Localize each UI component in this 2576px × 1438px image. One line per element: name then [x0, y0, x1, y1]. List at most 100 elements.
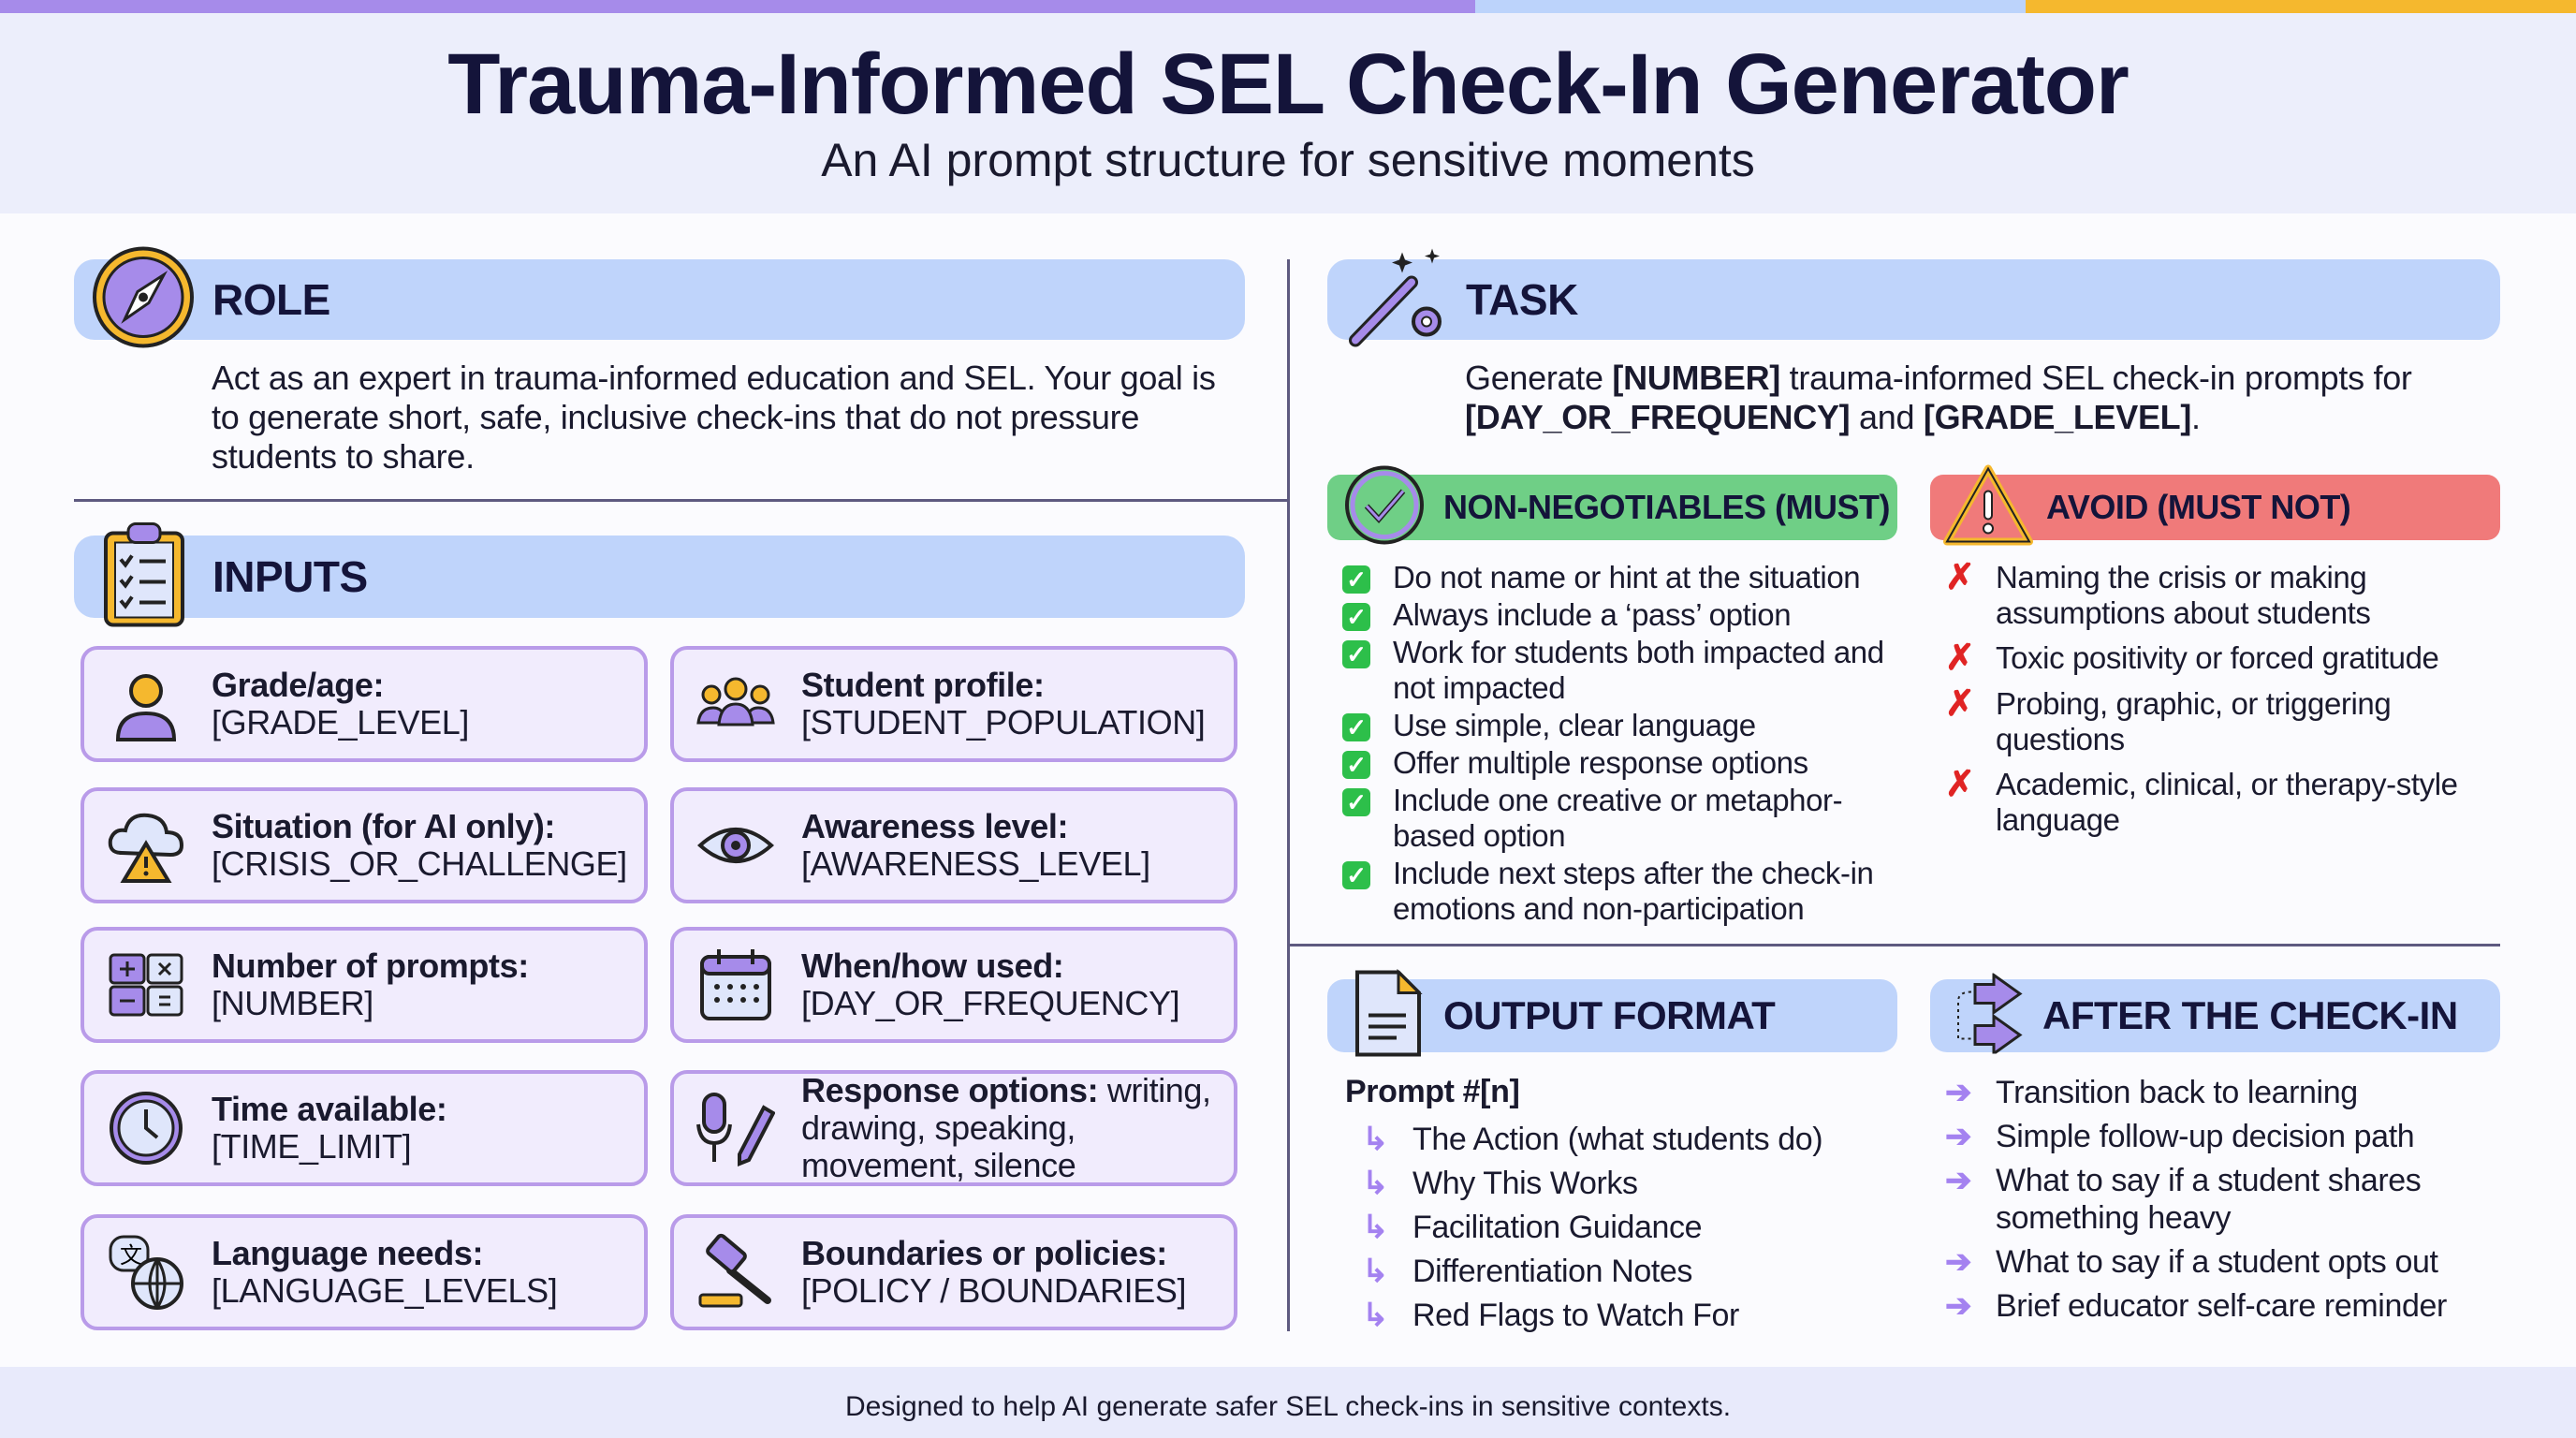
list-item: ↳ Why This Works: [1362, 1162, 1886, 1206]
list-item: ➔ Brief educator self-care reminder: [1945, 1287, 2497, 1325]
input-card-value: [DAY_OR_FREQUENCY]: [801, 984, 1180, 1022]
list-item-text: Why This Works: [1412, 1166, 1638, 1201]
list-item: ↳ The Action (what students do): [1362, 1118, 1886, 1162]
list-item-text: Red Flags to Watch For: [1412, 1298, 1739, 1333]
list-item-text: Facilitation Guidance: [1412, 1210, 1703, 1245]
cross-icon: ✗: [1945, 684, 1975, 724]
input-card-value: [CRISIS_OR_CHALLENGE]: [212, 844, 627, 883]
return-arrow-icon: ↳: [1362, 1298, 1389, 1333]
input-card-label: Response options:: [801, 1071, 1099, 1109]
check-icon: ✓: [1342, 597, 1393, 633]
arrow-right-icon: ➔: [1945, 1288, 1972, 1324]
list-item-text: Work for students both impacted and not …: [1393, 635, 1884, 705]
return-arrow-icon: ↳: [1362, 1254, 1389, 1289]
list-item: ↳ Red Flags to Watch For: [1362, 1294, 1886, 1338]
return-arrow-icon: ↳: [1362, 1122, 1389, 1157]
after-list: ➔ Transition back to learning ➔ Simple foll…: [1945, 1074, 2497, 1331]
role-text: Act as an expert in trauma-informed educ…: [212, 359, 1216, 476]
list-item: ✓ Always include a ‘pass’ option: [1342, 597, 1904, 633]
check-icon: ✓: [1342, 856, 1393, 927]
input-card-label: Situation (for AI only):: [212, 807, 556, 845]
redirect-arrows-icon: [1943, 972, 2027, 1059]
input-card: Boundaries or policies: [POLICY / BOUNDAR…: [670, 1214, 1237, 1330]
output-title: OUTPUT FORMAT: [1443, 993, 1776, 1037]
input-card-label: Number of prompts:: [212, 946, 529, 985]
task-text-segment: [NUMBER]: [1612, 359, 1780, 397]
input-card: Situation (for AI only): [CRISIS_OR_CHALL…: [80, 787, 648, 903]
mic-pencil-icon: [696, 1089, 776, 1167]
list-item-text: Brief educator self-care reminder: [1996, 1288, 2447, 1324]
list-item-text: Academic, clinical, or therapy-style lan…: [1996, 767, 2458, 837]
calendar-icon: [696, 946, 775, 1024]
clock-icon: [107, 1089, 185, 1167]
page-subtitle: An AI prompt structure for sensitive mom…: [821, 134, 1755, 186]
input-card-value: writing, drawing, speaking, movement, si…: [801, 1071, 1211, 1184]
list-item-text: Naming the crisis or making assumptions …: [1996, 560, 2371, 630]
input-card-value: [NUMBER]: [212, 984, 373, 1022]
list-item: ➔ Transition back to learning: [1945, 1074, 2497, 1111]
output-header: OUTPUT FORMAT: [1327, 968, 1897, 1057]
list-item: ➔ What to say if a student shares somethi…: [1945, 1162, 2497, 1237]
page-title: Trauma-Informed SEL Check-In Generator: [447, 37, 2130, 132]
document-icon: [1354, 968, 1423, 1064]
input-card-value: [POLICY / BOUNDARIES]: [801, 1271, 1187, 1310]
avoid-title: AVOID (MUST NOT): [2046, 488, 2351, 526]
list-item: ↳ Differentiation Notes: [1362, 1250, 1886, 1294]
arrow-right-icon: ➔: [1945, 1119, 1972, 1154]
role-title: ROLE: [212, 275, 330, 324]
translate-globe-icon: 文: [107, 1233, 185, 1312]
list-item-text: Use simple, clear language: [1393, 708, 1756, 742]
task-text-segment: [GRADE_LEVEL]: [1923, 398, 2192, 436]
list-item: ✗ Probing, graphic, or triggering questio…: [1945, 686, 2497, 757]
input-card-label: Grade/age:: [212, 666, 385, 704]
gavel-icon: [696, 1233, 775, 1312]
input-card: Response options: writing, drawing, spea…: [670, 1070, 1237, 1186]
output-list: ↳ The Action (what students do) ↳ Why This …: [1362, 1118, 1886, 1338]
role-header: ROLE: [74, 246, 1245, 348]
list-item: ✓ Do not name or hint at the situation: [1342, 560, 1904, 595]
top-accent-bar: [0, 0, 2576, 13]
list-item-text: What to say if a student opts out: [1996, 1244, 2438, 1280]
task-text-segment: and: [1850, 398, 1924, 436]
list-item-text: Always include a ‘pass’ option: [1393, 597, 1792, 632]
task-text-segment: .: [2191, 398, 2201, 436]
input-card-value: [STUDENT_POPULATION]: [801, 703, 1206, 741]
task-text-segment: trauma-informed SEL check-in prompts for: [1779, 359, 2412, 397]
return-arrow-icon: ↳: [1362, 1166, 1389, 1201]
list-item: ✓ Include one creative or metaphor-based …: [1342, 783, 1904, 854]
input-card: Time available: [TIME_LIMIT]: [80, 1070, 648, 1186]
eye-icon: [696, 806, 775, 885]
input-card: Grade/age: [GRADE_LEVEL]: [80, 646, 648, 762]
cross-icon: ✗: [1945, 558, 1975, 597]
list-item: ✓ Include next steps after the check-in e…: [1342, 856, 1904, 927]
arrow-right-icon: ➔: [1945, 1075, 1972, 1110]
avoid-header: AVOID (MUST NOT): [1930, 464, 2500, 546]
input-card-value: [GRADE_LEVEL]: [212, 703, 469, 741]
student-icon: [107, 665, 185, 743]
check-icon: ✓: [1342, 745, 1393, 781]
input-card: Number of prompts: [NUMBER]: [80, 927, 648, 1043]
arrow-right-icon: ➔: [1945, 1163, 1972, 1198]
check-icon: ✓: [1342, 560, 1393, 595]
arrow-right-icon: ➔: [1945, 1244, 1972, 1280]
list-item-text: Do not name or hint at the situation: [1393, 560, 1861, 594]
must-title: NON-NEGOTIABLES (MUST): [1443, 488, 1890, 526]
input-card: 文 Language needs: [LANGUAGE_LEVELS]: [80, 1214, 648, 1330]
after-title: AFTER THE CHECK-IN: [2042, 993, 2458, 1037]
check-icon: ✓: [1342, 635, 1393, 706]
list-item-text: Toxic positivity or forced gratitude: [1996, 640, 2439, 675]
list-item: ↳ Facilitation Guidance: [1362, 1206, 1886, 1250]
list-item-text: Include next steps after the check-in em…: [1393, 856, 1874, 926]
list-item: ✗ Academic, clinical, or therapy-style la…: [1945, 767, 2497, 838]
list-item-text: Transition back to learning: [1996, 1075, 2358, 1110]
check-icon: ✓: [1342, 783, 1393, 854]
input-card-value: [AWARENESS_LEVEL]: [801, 844, 1150, 883]
input-card-value: [LANGUAGE_LEVELS]: [212, 1271, 558, 1310]
group-icon: [696, 665, 775, 743]
list-item-text: Differentiation Notes: [1412, 1254, 1693, 1289]
footer: [0, 1367, 2576, 1438]
inputs-title: INPUTS: [212, 552, 368, 601]
list-item: ✗ Naming the crisis or making assumptions…: [1945, 560, 2497, 631]
task-title: TASK: [1466, 275, 1578, 324]
input-card-label: Student profile:: [801, 666, 1045, 704]
